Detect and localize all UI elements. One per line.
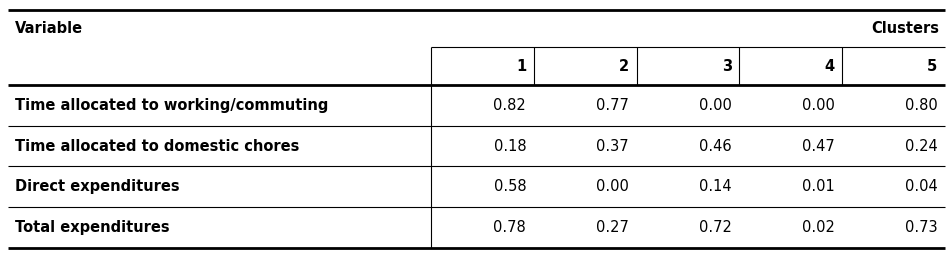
Text: 4: 4 xyxy=(825,59,834,74)
Text: 0.14: 0.14 xyxy=(699,179,732,194)
Text: Direct expenditures: Direct expenditures xyxy=(15,179,180,194)
Text: Clusters: Clusters xyxy=(871,21,939,36)
Text: 0.72: 0.72 xyxy=(699,220,732,235)
Text: 2: 2 xyxy=(619,59,629,74)
Text: 0.73: 0.73 xyxy=(905,220,938,235)
Text: 0.46: 0.46 xyxy=(699,139,732,154)
Text: 0.82: 0.82 xyxy=(493,98,527,113)
Text: 0.00: 0.00 xyxy=(596,179,629,194)
Text: 3: 3 xyxy=(722,59,732,74)
Text: 0.80: 0.80 xyxy=(904,98,938,113)
Text: Time allocated to domestic chores: Time allocated to domestic chores xyxy=(15,139,299,154)
Text: 5: 5 xyxy=(927,59,938,74)
Text: 0.04: 0.04 xyxy=(904,179,938,194)
Text: Time allocated to working/commuting: Time allocated to working/commuting xyxy=(15,98,329,113)
Text: 0.00: 0.00 xyxy=(802,98,834,113)
Text: 0.00: 0.00 xyxy=(699,98,732,113)
Text: 0.58: 0.58 xyxy=(493,179,527,194)
Text: Total expenditures: Total expenditures xyxy=(15,220,170,235)
Text: 0.01: 0.01 xyxy=(802,179,834,194)
Text: 0.77: 0.77 xyxy=(596,98,629,113)
Text: 0.24: 0.24 xyxy=(904,139,938,154)
Text: 0.18: 0.18 xyxy=(493,139,527,154)
Text: 0.47: 0.47 xyxy=(802,139,834,154)
Text: 1: 1 xyxy=(516,59,527,74)
Text: 0.78: 0.78 xyxy=(493,220,527,235)
Text: 0.37: 0.37 xyxy=(597,139,629,154)
Text: Variable: Variable xyxy=(15,21,83,36)
Text: 0.02: 0.02 xyxy=(802,220,834,235)
Text: 0.27: 0.27 xyxy=(596,220,629,235)
